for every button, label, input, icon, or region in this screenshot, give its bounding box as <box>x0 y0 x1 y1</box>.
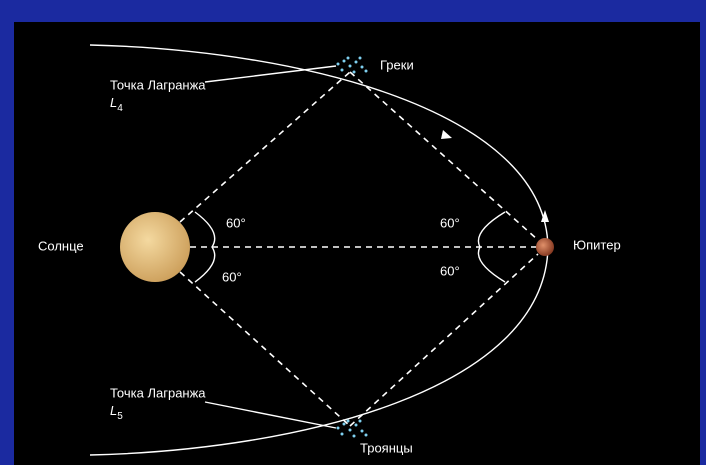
subscript: 4 <box>117 103 123 114</box>
label: Юпитер <box>573 237 621 252</box>
angle-label: 60° <box>222 269 242 284</box>
label: Троянцы <box>360 440 413 455</box>
symbol: L <box>110 95 117 110</box>
subscript: 5 <box>117 411 123 422</box>
label: Точка Лагранжа <box>110 77 206 92</box>
angle-label: 60° <box>440 263 460 278</box>
angle-label: 60° <box>440 215 460 230</box>
label: Греки <box>380 57 414 72</box>
angle-label: 60° <box>226 215 246 230</box>
diagram: Греки Точка Лагранжа L4 Солнце Юпитер 60… <box>0 0 706 465</box>
jupiter <box>536 238 554 256</box>
symbol: L <box>110 403 117 418</box>
label: Точка Лагранжа <box>110 385 206 400</box>
label: Солнце <box>38 238 84 253</box>
sun <box>120 212 190 282</box>
